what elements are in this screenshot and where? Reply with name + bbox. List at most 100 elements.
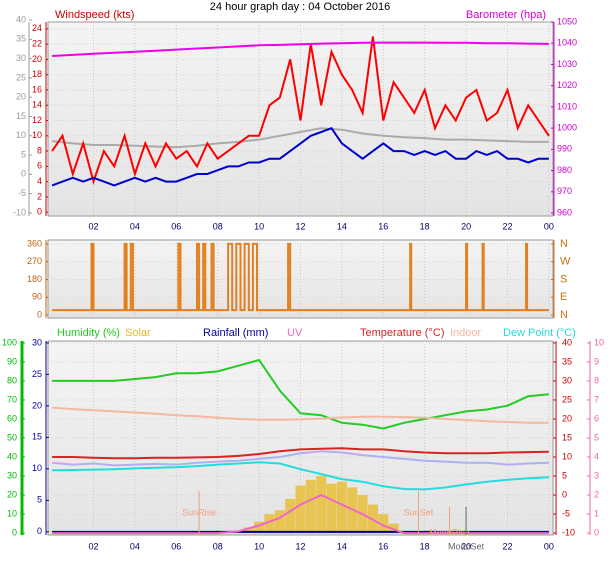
- y-tick-label: 30: [562, 375, 572, 385]
- y-tick-label: 40: [16, 14, 26, 24]
- solar-bar: [264, 514, 275, 534]
- y-tick-label: 20: [32, 400, 42, 410]
- y-tick-label: 35: [16, 34, 26, 44]
- y-tick-label: 0: [37, 309, 42, 319]
- series-line: [52, 242, 549, 312]
- series-line: [52, 358, 549, 430]
- y-tick-label: 6: [37, 161, 42, 171]
- y-tick-label: 10: [7, 508, 17, 518]
- y-tick-label: 10: [594, 337, 604, 347]
- y-tick-label: 60: [7, 413, 17, 423]
- plot-clip: [52, 358, 549, 535]
- y-tick-label: 25: [562, 394, 572, 404]
- legend-label: Temperature (°C): [360, 327, 444, 339]
- y-tick-label: N: [560, 238, 568, 250]
- solar-bar: [305, 479, 316, 534]
- y-tick-label: 20: [7, 489, 17, 499]
- y-tick-label: 50: [7, 432, 17, 442]
- x-tick-label: 20: [461, 541, 471, 551]
- y-tick-label: W: [560, 256, 571, 268]
- series-line: [52, 41, 549, 57]
- y-tick-label: -5: [18, 188, 26, 198]
- y-tick-label: 270: [27, 256, 42, 266]
- solar-bar: [326, 483, 337, 534]
- y-tick-label: 4: [37, 176, 42, 186]
- x-tick-label: 16: [378, 221, 388, 231]
- x-tick-label: 14: [337, 221, 347, 231]
- y-tick-label: 30: [7, 470, 17, 480]
- y-tick-label: 35: [562, 356, 572, 366]
- x-tick-label: 22: [502, 221, 512, 231]
- y-tick-label: 20: [32, 54, 42, 64]
- series-line: [51, 126, 549, 187]
- legend-label: Humidity (%): [57, 327, 120, 339]
- series-line: [51, 36, 550, 186]
- y-tick-label: -5: [562, 508, 570, 518]
- plot-clip: [52, 242, 549, 312]
- y-tick-label: 990: [557, 144, 572, 154]
- series-line: [52, 447, 549, 460]
- y-tick-label: 9: [594, 356, 599, 366]
- y-tick-label: 40: [7, 451, 17, 461]
- series-line: [51, 127, 549, 149]
- x-tick-label: 20: [461, 221, 471, 231]
- y-tick-label: 1040: [557, 38, 577, 48]
- solar-bar: [295, 485, 306, 534]
- x-tick-label: 12: [295, 221, 305, 231]
- y-tick-label: -10: [562, 527, 575, 537]
- x-tick-label: 16: [378, 541, 388, 551]
- y2-axis-label: Barometer (hpa): [466, 9, 546, 21]
- annotation: SunRise: [182, 507, 216, 517]
- x-tick-label: 08: [213, 221, 223, 231]
- y-tick-label: 0: [37, 207, 42, 217]
- y-tick-label: 1030: [557, 59, 577, 69]
- legend-label: Solar: [125, 327, 151, 339]
- y-tick-label: 22: [32, 39, 42, 49]
- y-tick-label: 8: [594, 375, 599, 385]
- y-tick-label: 10: [32, 463, 42, 473]
- y-tick-label: 15: [32, 432, 42, 442]
- y-tick-label: 0: [21, 169, 26, 179]
- y-tick-label: 1010: [557, 101, 577, 111]
- y-tick-label: 90: [32, 292, 42, 302]
- x-tick-label: 02: [89, 541, 99, 551]
- x-tick-label: 00: [544, 541, 554, 551]
- y-tick-label: 15: [16, 111, 26, 121]
- y-tick-label: 4: [594, 451, 599, 461]
- y-tick-label: S: [560, 273, 567, 285]
- y-tick-label: 0: [562, 489, 567, 499]
- solar-bar: [274, 510, 285, 534]
- y-tick-label: -10: [13, 207, 26, 217]
- x-tick-label: 04: [130, 541, 140, 551]
- y-tick-label: 15: [562, 432, 572, 442]
- series-line: [52, 450, 549, 467]
- y-tick-label: 1000: [557, 123, 577, 133]
- y-tick-label: 90: [7, 356, 17, 366]
- x-tick-label: 12: [295, 541, 305, 551]
- y-tick-label: 5: [562, 470, 567, 480]
- y-tick-label: 30: [32, 337, 42, 347]
- y-tick-label: 20: [16, 92, 26, 102]
- solar-bar: [336, 481, 347, 534]
- y-tick-label: N: [560, 309, 568, 321]
- x-tick-label: 18: [420, 221, 430, 231]
- plot-clip: [51, 36, 550, 187]
- y-axis-label: Windspeed (kts): [55, 9, 134, 21]
- y-tick-label: 16: [32, 84, 42, 94]
- y-tick-label: 2: [594, 489, 599, 499]
- y-tick-label: 2: [37, 191, 42, 201]
- y-tick-label: 180: [27, 274, 42, 284]
- y-tick-label: 0: [12, 527, 17, 537]
- solar-bar: [285, 498, 296, 534]
- series-line: [52, 461, 549, 491]
- legend-label: Indoor: [450, 327, 482, 339]
- y-tick-label: 24: [32, 23, 42, 33]
- annotation: SunSet: [404, 507, 434, 517]
- chart-title: 24 hour graph day : 04 October 2016: [210, 1, 390, 13]
- y-tick-label: 14: [32, 100, 42, 110]
- x-tick-label: 06: [171, 221, 181, 231]
- y-tick-label: 25: [32, 369, 42, 379]
- legend-label: Dew Point (°C): [503, 327, 576, 339]
- solar-bar: [254, 521, 265, 534]
